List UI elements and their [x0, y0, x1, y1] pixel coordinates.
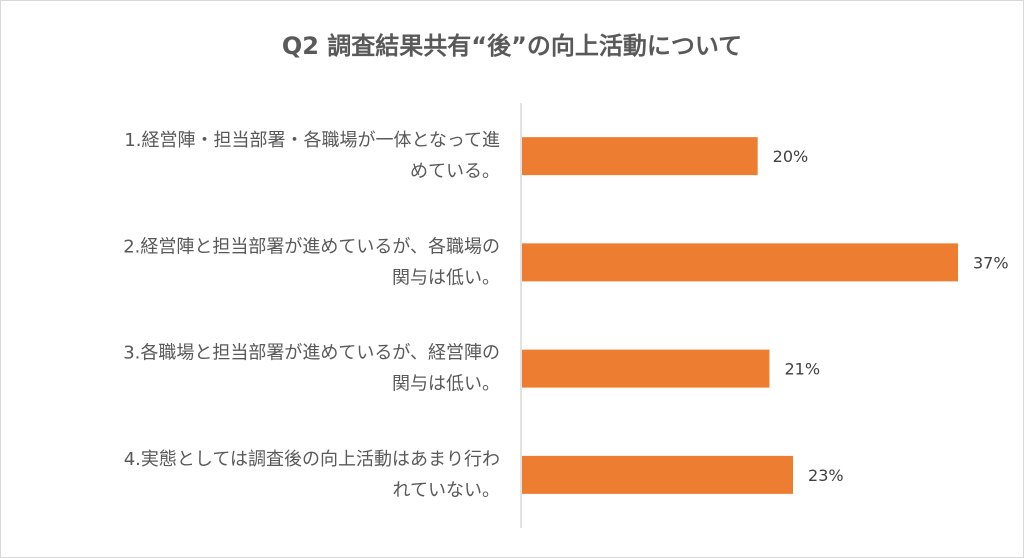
- bar-4: [522, 455, 794, 494]
- category-label-4-line-1: 4.実態としては調査後の向上活動はあまり行わ: [124, 449, 500, 470]
- category-label-2-line-2: 関与は低い。: [392, 267, 500, 288]
- category-label-1-line-1: 1.経営陣・担当部署・各職場が一体となって進: [124, 130, 500, 151]
- bar-3: [522, 349, 770, 388]
- bar-1: [522, 137, 758, 176]
- data-label-4: 23%: [808, 466, 844, 485]
- bar-2: [522, 243, 958, 282]
- chart-title: Q2 調査結果共有“後”の向上活動について: [281, 32, 743, 60]
- category-label-4-line-2: れていない。: [393, 480, 500, 501]
- data-label-2: 37%: [973, 253, 1009, 272]
- category-label-1-line-2: めている。: [410, 161, 500, 182]
- category-label-3-line-1: 3.各職場と担当部署が進めているが、経営陣の: [123, 343, 500, 364]
- category-label-2-line-1: 2.経営陣と担当部署が進めているが、各職場の: [123, 236, 500, 257]
- data-label-1: 20%: [773, 147, 809, 166]
- data-label-3: 21%: [784, 360, 820, 379]
- category-label-3-line-2: 関与は低い。: [392, 374, 500, 395]
